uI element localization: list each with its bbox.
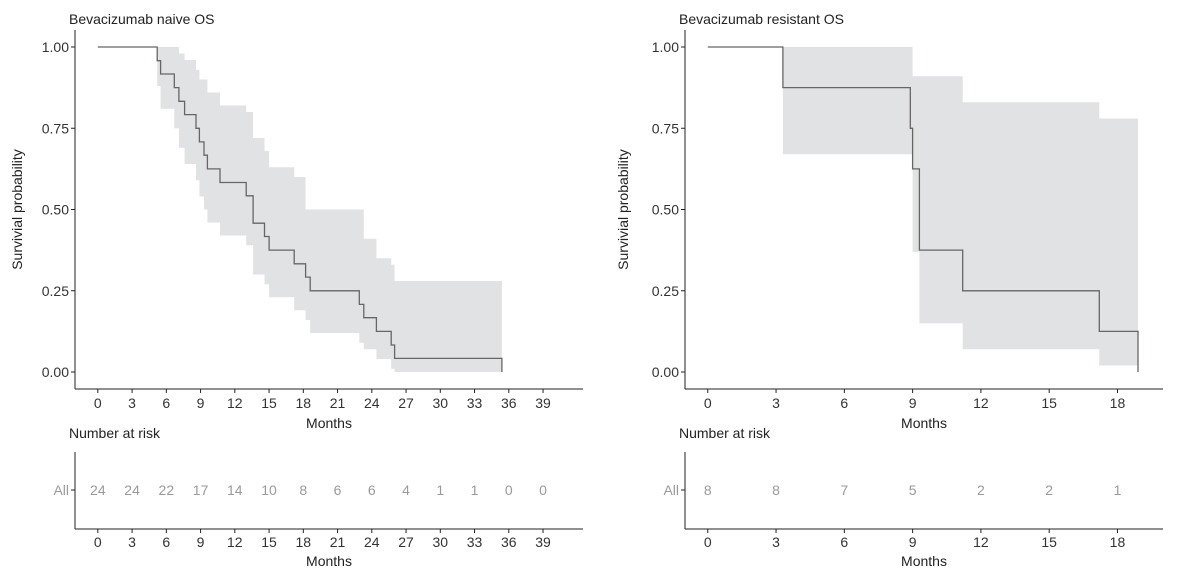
risk-count: 5	[909, 482, 917, 498]
x-tick-label: 36	[501, 395, 517, 411]
risk-x-tick-label: 12	[227, 534, 243, 550]
risk-count: 14	[227, 482, 243, 498]
risk-count: 24	[124, 482, 140, 498]
y-tick-label: 0.75	[652, 120, 679, 136]
risk-x-axis-label: Months	[901, 553, 947, 569]
x-tick-label: 18	[1110, 395, 1126, 411]
risk-count: 7	[840, 482, 848, 498]
risk-x-tick-label: 0	[94, 534, 102, 550]
x-tick-label: 12	[973, 395, 989, 411]
x-tick-label: 21	[330, 395, 346, 411]
risk-x-tick-label: 3	[772, 534, 780, 550]
confidence-band	[707, 47, 1138, 366]
risk-count: 10	[261, 482, 277, 498]
x-tick-label: 0	[94, 395, 102, 411]
risk-x-tick-label: 21	[330, 534, 346, 550]
x-tick-label: 15	[261, 395, 277, 411]
risk-count: 8	[704, 482, 712, 498]
confidence-band	[97, 47, 502, 372]
y-axis-label: Survivial probability	[9, 149, 25, 270]
risk-count: 24	[90, 482, 106, 498]
x-tick-label: 15	[1041, 395, 1057, 411]
x-tick-label: 12	[227, 395, 243, 411]
x-tick-label: 30	[433, 395, 449, 411]
risk-count: 1	[436, 482, 444, 498]
x-tick-label: 6	[840, 395, 848, 411]
risk-count: 2	[977, 482, 985, 498]
y-tick-label: 0.75	[42, 120, 69, 136]
risk-count: 17	[193, 482, 209, 498]
risk-count: 0	[505, 482, 513, 498]
risk-x-tick-label: 0	[704, 534, 712, 550]
risk-x-tick-label: 15	[1041, 534, 1057, 550]
risk-count: 1	[471, 482, 479, 498]
x-tick-label: 39	[535, 395, 551, 411]
risk-table-title: Number at risk	[679, 425, 771, 441]
risk-count: 22	[159, 482, 175, 498]
risk-table-title: Number at risk	[69, 425, 161, 441]
y-tick-label: 0.00	[42, 364, 69, 380]
risk-x-tick-label: 6	[162, 534, 170, 550]
x-tick-label: 18	[296, 395, 312, 411]
risk-x-tick-label: 36	[501, 534, 517, 550]
risk-x-tick-label: 3	[128, 534, 136, 550]
risk-strata-label: All	[663, 482, 679, 498]
risk-x-tick-label: 39	[535, 534, 551, 550]
x-tick-label: 27	[398, 395, 414, 411]
risk-x-tick-label: 18	[1110, 534, 1126, 550]
risk-count: 6	[334, 482, 342, 498]
chart-title: Bevacizumab resistant OS	[679, 11, 844, 27]
risk-x-tick-label: 30	[433, 534, 449, 550]
risk-x-tick-label: 9	[197, 534, 205, 550]
km-panel-0: Bevacizumab naive OS 0.00 0.25 0.50 0.75 1.00…	[9, 11, 583, 569]
risk-x-tick-label: 15	[261, 534, 277, 550]
risk-count: 4	[402, 482, 410, 498]
risk-x-tick-label: 9	[909, 534, 917, 550]
risk-x-tick-label: 27	[398, 534, 414, 550]
risk-count: 2	[1045, 482, 1053, 498]
chart-title: Bevacizumab naive OS	[69, 11, 215, 27]
y-tick-label: 0.25	[42, 283, 69, 299]
risk-table: Number at risk All 8 8 7 5 2 2 1 0 3 6 9 12 15 18 Months	[663, 425, 1163, 569]
x-tick-label: 0	[704, 395, 712, 411]
y-tick-label: 1.00	[652, 39, 679, 55]
risk-x-tick-label: 6	[840, 534, 848, 550]
y-tick-label: 1.00	[42, 39, 69, 55]
x-tick-label: 24	[364, 395, 380, 411]
x-tick-label: 3	[772, 395, 780, 411]
x-axis-label: Months	[306, 415, 352, 431]
risk-count: 8	[299, 482, 307, 498]
risk-x-tick-label: 33	[467, 534, 483, 550]
y-tick-label: 0.00	[652, 364, 679, 380]
km-panel-1: Bevacizumab resistant OS 0.00 0.25 0.50 0.75…	[615, 11, 1163, 569]
risk-x-axis-label: Months	[306, 553, 352, 569]
risk-count: 6	[368, 482, 376, 498]
y-tick-label: 0.50	[652, 202, 679, 218]
risk-x-tick-label: 24	[364, 534, 380, 550]
survival-curve	[707, 46, 1139, 372]
x-tick-label: 33	[467, 395, 483, 411]
risk-x-tick-label: 18	[296, 534, 312, 550]
risk-count: 1	[1114, 482, 1122, 498]
x-axis-label: Months	[901, 415, 947, 431]
risk-count: 0	[539, 482, 547, 498]
risk-count: 8	[772, 482, 780, 498]
risk-strata-label: All	[53, 482, 69, 498]
x-tick-label: 3	[128, 395, 136, 411]
survival-curve	[97, 46, 503, 372]
risk-x-tick-label: 12	[973, 534, 989, 550]
x-tick-label: 6	[162, 395, 170, 411]
y-tick-label: 0.25	[652, 283, 679, 299]
y-axis-label: Survivial probability	[615, 149, 631, 270]
x-tick-label: 9	[909, 395, 917, 411]
y-tick-label: 0.50	[42, 202, 69, 218]
x-tick-label: 9	[197, 395, 205, 411]
